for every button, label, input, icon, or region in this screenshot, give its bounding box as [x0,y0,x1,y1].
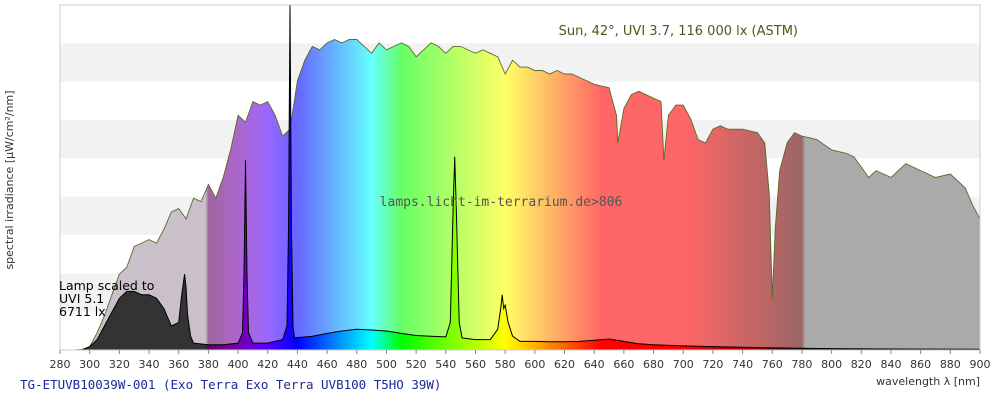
x-tick-label: 380 [198,358,219,371]
x-tick-label: 320 [109,358,130,371]
x-tick-label: 760 [762,358,783,371]
x-tick-label: 580 [495,358,516,371]
x-tick-label: 560 [465,358,486,371]
lamp-scale-note-line-3: 6711 lx [59,304,106,319]
grid-band [60,5,980,44]
x-tick-label: 340 [139,358,160,371]
x-tick-label: 600 [524,358,545,371]
x-tick-label: 900 [970,358,991,371]
x-tick-label: 680 [643,358,664,371]
y-axis-label: spectral irradiance [µW/cm²/nm] [3,90,16,269]
x-tick-label: 820 [851,358,872,371]
plot-frame [59,4,981,351]
x-axis-label: wavelength λ [nm] [876,375,980,388]
lamp-scale-note-line-1: Lamp scaled to [59,278,154,293]
x-tick-label: 640 [584,358,605,371]
x-tick-label: 700 [673,358,694,371]
x-tick-label: 840 [880,358,901,371]
x-tick-label: 620 [554,358,575,371]
x-tick-label: 500 [376,358,397,371]
x-tick-label: 420 [257,358,278,371]
footer-lamp-title: TG-ETUVB10039W-001 (Exo Terra Exo Terra … [20,377,441,392]
x-tick-label: 720 [702,358,723,371]
x-tick-label: 460 [317,358,338,371]
sun-label: Sun, 42°, UVI 3.7, 116 000 lx (ASTM) [559,24,798,39]
x-axis: 280 300 320 340 360 380 400 420 440 460 480 500 520 5… [50,350,991,371]
x-tick-label: 880 [940,358,961,371]
x-tick-label: 360 [168,358,189,371]
x-tick-label: 440 [287,358,308,371]
sun-spectrum-outline [60,39,980,350]
lamp-scale-note-line-2: UVI 5.1 [59,291,104,306]
x-tick-label: 860 [910,358,931,371]
x-tick-label: 480 [346,358,367,371]
watermark: lamps.licht-im-terrarium.de>806 [380,195,623,210]
x-tick-label: 780 [791,358,812,371]
x-tick-label: 400 [228,358,249,371]
lamp-spectrum-outline [82,5,980,350]
x-tick-label: 660 [613,358,634,371]
x-tick-label: 520 [406,358,427,371]
x-tick-label: 800 [821,358,842,371]
x-tick-label: 300 [79,358,100,371]
x-tick-label: 280 [50,358,71,371]
x-tick-label: 740 [732,358,753,371]
x-tick-label: 540 [435,358,456,371]
